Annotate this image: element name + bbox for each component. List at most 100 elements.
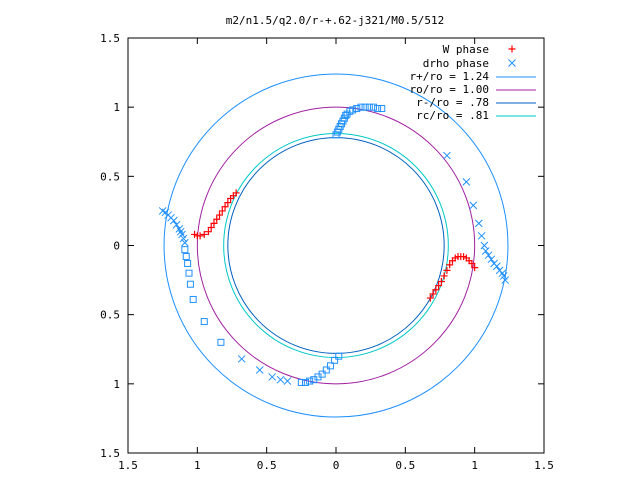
data-point-cross	[499, 272, 508, 280]
x-tick-label: 0.5	[395, 459, 415, 472]
y-tick-label: 0.5	[100, 170, 120, 183]
legend-marker-drho-phase	[508, 59, 516, 67]
data-point-cross	[480, 241, 489, 250]
circle-4	[223, 132, 449, 359]
data-point-cross	[481, 247, 490, 255]
data-point-cross	[462, 178, 471, 186]
data-point-square	[318, 370, 326, 378]
data-point-cross	[158, 207, 167, 215]
legend-marker-plus	[508, 45, 516, 53]
data-point-square	[200, 318, 208, 326]
legend-label-w-phase: W phase	[443, 43, 489, 56]
data-point-plus	[429, 290, 437, 298]
data-point-square	[378, 105, 386, 113]
legend-label-r-plus: r+/ro = 1.24	[410, 70, 490, 83]
data-point-square	[369, 103, 377, 111]
data-point-cross	[179, 234, 188, 243]
x-tick-label: 0	[333, 459, 340, 472]
data-point-cross	[501, 276, 510, 284]
data-point-square	[301, 378, 309, 386]
data-point-square	[374, 105, 382, 113]
data-point-cross	[469, 201, 478, 210]
data-point-square	[217, 338, 225, 346]
data-point-square	[184, 259, 192, 267]
chart-title: m2/n1.5/q2.0/r-+.62-j321/M0.5/512	[226, 14, 445, 27]
y-tick-labels: 1.5 1 0.5 0 0.5 1 1.5	[100, 32, 120, 460]
x-tick-label: 0.5	[257, 459, 277, 472]
x-tick-labels: 1.5 1 0.5 0 0.5 1 1.5	[118, 459, 554, 472]
reference-circles	[163, 73, 509, 418]
x-tick-label: 1	[471, 459, 478, 472]
data-point-square	[342, 111, 350, 119]
legend-label-drho-phase: drho phase	[423, 57, 489, 70]
data-point-plus	[221, 203, 229, 211]
y-tick-label: 1	[113, 378, 120, 391]
data-point-square	[349, 106, 357, 114]
data-points	[158, 103, 510, 386]
data-point-plus	[200, 230, 208, 238]
y-tick-label: 1.5	[100, 447, 120, 460]
data-point-plus	[204, 228, 212, 236]
data-point-cross	[169, 216, 178, 225]
circle-2	[196, 106, 476, 385]
data-point-plus	[210, 219, 218, 227]
data-point-cross	[178, 230, 186, 239]
data-point-square	[361, 103, 369, 111]
data-point-square	[185, 269, 193, 277]
data-point-plus	[437, 277, 445, 285]
data-point-cross	[180, 238, 189, 247]
y-tick-label: 0.5	[100, 309, 120, 322]
y-tick-label: 0	[113, 240, 120, 253]
data-point-square	[182, 253, 190, 261]
legend-label-rc: rc/ro = .81	[416, 109, 489, 122]
data-point-cross	[487, 255, 496, 264]
data-point-plus	[446, 261, 454, 269]
circle-1	[163, 73, 509, 418]
data-point-square	[365, 103, 373, 111]
data-point-cross	[474, 219, 483, 228]
data-point-cross	[443, 151, 451, 160]
data-point-square	[297, 378, 305, 386]
x-tick-label: 1.5	[534, 459, 554, 472]
data-point-plus	[471, 264, 479, 272]
data-point-square	[181, 246, 189, 254]
legend-marker-w-phase	[508, 45, 516, 53]
data-point-cross	[172, 220, 181, 229]
data-point-plus	[213, 215, 221, 223]
data-point-square	[353, 105, 361, 113]
data-point-plus	[426, 294, 434, 302]
data-point-cross	[176, 227, 185, 236]
data-point-plus	[207, 224, 215, 232]
data-point-plus	[224, 199, 232, 207]
x-tick-label: 1.5	[118, 459, 138, 472]
data-point-cross	[255, 366, 264, 374]
x-tick-label: 1	[194, 459, 201, 472]
data-point-square	[189, 295, 197, 303]
legend-label-ro: ro/ro = 1.00	[410, 83, 489, 96]
data-point-cross	[237, 355, 246, 363]
data-point-square	[335, 352, 343, 360]
data-point-cross	[484, 251, 493, 260]
legend-label-r-minus: r-/ro = .78	[416, 96, 489, 109]
data-point-square	[186, 280, 194, 288]
circle-3	[227, 137, 445, 354]
data-point-plus	[435, 282, 443, 290]
data-point-plus	[227, 194, 235, 202]
legend: W phase drho phase r+/ro = 1.24 ro/ro = …	[410, 43, 536, 122]
y-tick-label: 1	[113, 101, 120, 114]
axis-ticks	[127, 37, 545, 454]
data-point-cross	[268, 373, 277, 381]
data-point-cross	[492, 262, 501, 271]
data-point-plus	[432, 286, 440, 294]
data-point-plus	[216, 211, 224, 219]
y-tick-label: 1.5	[100, 32, 120, 45]
legend-marker-cross	[508, 59, 516, 67]
data-point-plus	[440, 272, 448, 280]
data-point-plus	[191, 230, 199, 238]
data-point-plus	[468, 259, 476, 267]
data-point-square	[326, 362, 334, 370]
data-point-plus	[218, 207, 226, 215]
data-point-plus	[443, 266, 451, 274]
data-point-cross	[498, 269, 507, 278]
